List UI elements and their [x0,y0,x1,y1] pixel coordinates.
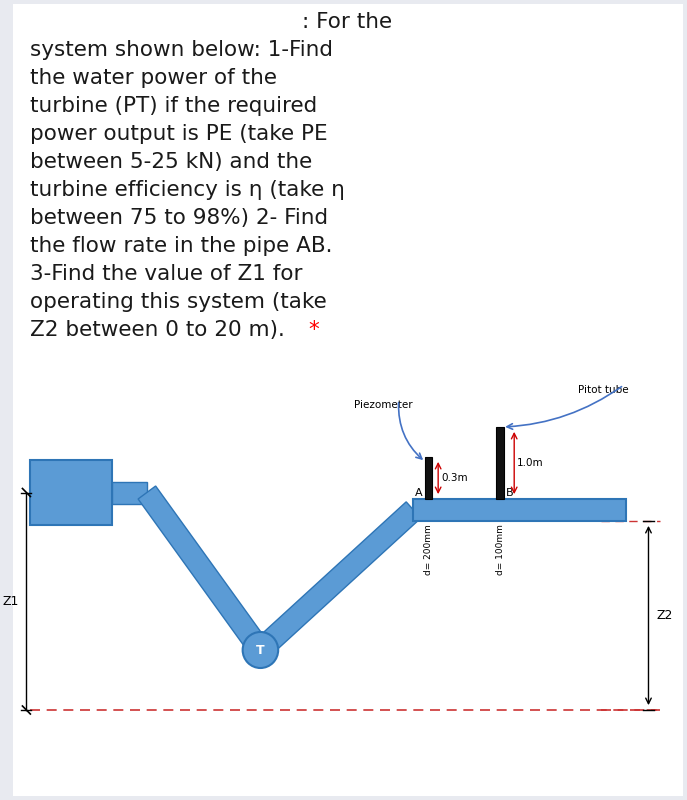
Text: T: T [256,643,264,657]
Text: between 75 to 98%) 2- Find: between 75 to 98%) 2- Find [30,208,328,228]
Text: : For the: : For the [302,12,392,32]
Text: operating this system (take: operating this system (take [30,292,327,312]
Text: *: * [309,320,319,340]
Text: Piezometer: Piezometer [354,400,413,410]
Text: A: A [415,488,423,498]
Text: 0.3m: 0.3m [441,473,468,483]
Text: the flow rate in the pipe AB.: the flow rate in the pipe AB. [30,236,333,256]
Text: d= 200mm: d= 200mm [424,524,433,574]
Text: power output is PE (take PE: power output is PE (take PE [30,124,328,144]
Bar [30,460,112,525]
Text: 1.0m: 1.0m [517,458,544,468]
Text: between 5-25 kN) and the: between 5-25 kN) and the [30,152,313,172]
Text: turbine (PT) if the required: turbine (PT) if the required [30,96,317,116]
Text: turbine efficiency is η (take η: turbine efficiency is η (take η [30,180,346,200]
Bar [425,457,432,499]
Circle shape [243,632,278,668]
Text: Z2: Z2 [656,609,673,622]
Text: B: B [506,488,514,498]
Text: 3-Find the value of Z1 for: 3-Find the value of Z1 for [30,264,303,284]
Text: the water power of the: the water power of the [30,68,278,88]
Text: Z2 between 0 to 20 m).: Z2 between 0 to 20 m). [30,320,292,340]
Text: Pitot tube: Pitot tube [578,385,629,395]
Text: d= 100mm: d= 100mm [496,524,505,575]
Bar [497,427,504,499]
Text: Z1: Z1 [2,594,19,608]
Bar [112,482,147,503]
Text: system shown below: 1-Find: system shown below: 1-Find [30,40,333,60]
Polygon shape [138,486,269,657]
Polygon shape [253,502,420,658]
Bar [414,499,626,521]
